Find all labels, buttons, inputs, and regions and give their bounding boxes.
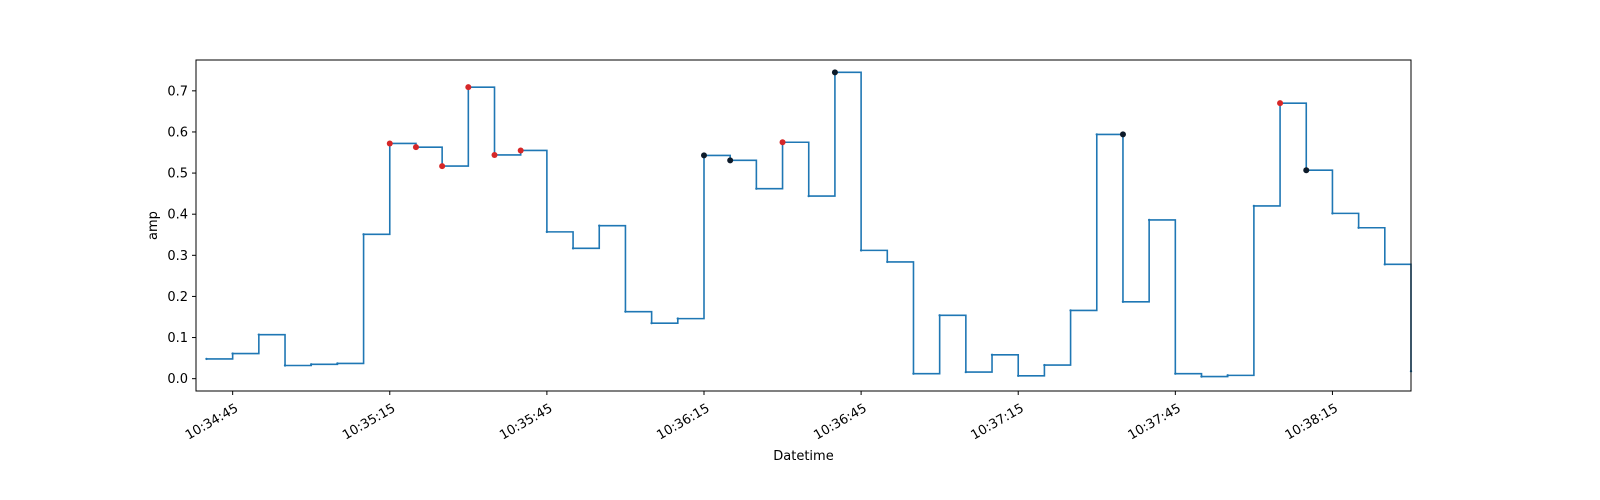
plot-area bbox=[196, 60, 1411, 391]
marker-red bbox=[491, 151, 498, 158]
plot-frame bbox=[195, 59, 1412, 392]
marker-dark bbox=[831, 69, 838, 76]
marker-dark bbox=[1119, 131, 1126, 138]
data-point bbox=[1121, 300, 1125, 303]
data-point bbox=[990, 353, 994, 357]
data-point bbox=[650, 321, 653, 325]
data-point bbox=[205, 357, 208, 361]
data-point bbox=[859, 249, 863, 252]
data-point bbox=[1331, 212, 1334, 215]
y-axis-label: amp bbox=[146, 211, 161, 240]
data-point bbox=[545, 230, 549, 234]
y-tick-label: 0.7 bbox=[167, 84, 188, 99]
marker-red bbox=[386, 140, 393, 147]
x-tick-label: 10:35:45 bbox=[497, 401, 555, 443]
y-tick-label: 0.3 bbox=[167, 249, 188, 264]
y-tick-label: 0.1 bbox=[167, 331, 188, 346]
data-point bbox=[938, 314, 941, 317]
data-point bbox=[1200, 375, 1203, 378]
x-tick-label: 10:35:15 bbox=[340, 401, 398, 443]
marker-red bbox=[412, 144, 419, 151]
data-point bbox=[1174, 372, 1177, 375]
x-axis-label: Datetime bbox=[773, 449, 833, 464]
y-tick-label: 0.2 bbox=[167, 290, 188, 305]
data-point bbox=[1252, 204, 1256, 208]
data-point bbox=[624, 310, 627, 313]
y-tick-label: 0.5 bbox=[167, 167, 188, 182]
x-tick-label: 10:38:15 bbox=[1283, 401, 1341, 443]
data-point bbox=[1069, 309, 1072, 312]
x-tick-label: 10:34:45 bbox=[183, 401, 241, 443]
data-point bbox=[362, 233, 365, 236]
marker-red bbox=[439, 163, 446, 170]
marker-dark bbox=[700, 152, 707, 159]
data-point bbox=[1017, 374, 1020, 377]
marker-red bbox=[517, 147, 524, 154]
x-tick-label: 10:36:45 bbox=[811, 401, 869, 443]
data-point bbox=[1226, 374, 1229, 377]
x-axis: 10:34:45 10:35:15 10:35:45 10:36:15 10:36:45… bbox=[183, 391, 1341, 443]
data-point bbox=[676, 317, 680, 320]
x-tick-label: 10:37:45 bbox=[1126, 401, 1184, 443]
marker-dark bbox=[1303, 167, 1310, 174]
y-tick-label: 0.6 bbox=[167, 125, 188, 140]
marker-red bbox=[779, 139, 786, 146]
data-point bbox=[310, 363, 313, 366]
data-point bbox=[571, 247, 575, 250]
data-point bbox=[912, 372, 915, 375]
data-point bbox=[1357, 226, 1360, 229]
data-point bbox=[755, 187, 758, 190]
x-tick-label: 10:37:15 bbox=[969, 401, 1027, 443]
y-axis: 0.0 0.1 0.2 0.3 0.4 0.5 0.6 0.7 bbox=[167, 84, 196, 387]
data-point bbox=[1147, 218, 1151, 222]
data-point bbox=[336, 362, 339, 365]
data-point bbox=[283, 364, 287, 367]
x-tick-label: 10:36:15 bbox=[654, 401, 712, 443]
marker-red bbox=[1277, 100, 1284, 107]
data-point bbox=[257, 333, 261, 336]
data-point bbox=[964, 370, 968, 374]
data-point bbox=[231, 352, 234, 355]
data-point bbox=[1043, 363, 1046, 367]
data-point bbox=[598, 224, 601, 227]
data-point bbox=[886, 260, 889, 264]
marker-layer bbox=[386, 69, 1310, 174]
data-point bbox=[1095, 133, 1098, 136]
y-tick-label: 0.4 bbox=[167, 208, 188, 223]
data-point bbox=[807, 194, 810, 198]
y-tick-label: 0.0 bbox=[167, 372, 188, 387]
marker-dark bbox=[727, 157, 734, 164]
marker-red bbox=[465, 84, 472, 91]
data-point bbox=[1383, 263, 1387, 266]
